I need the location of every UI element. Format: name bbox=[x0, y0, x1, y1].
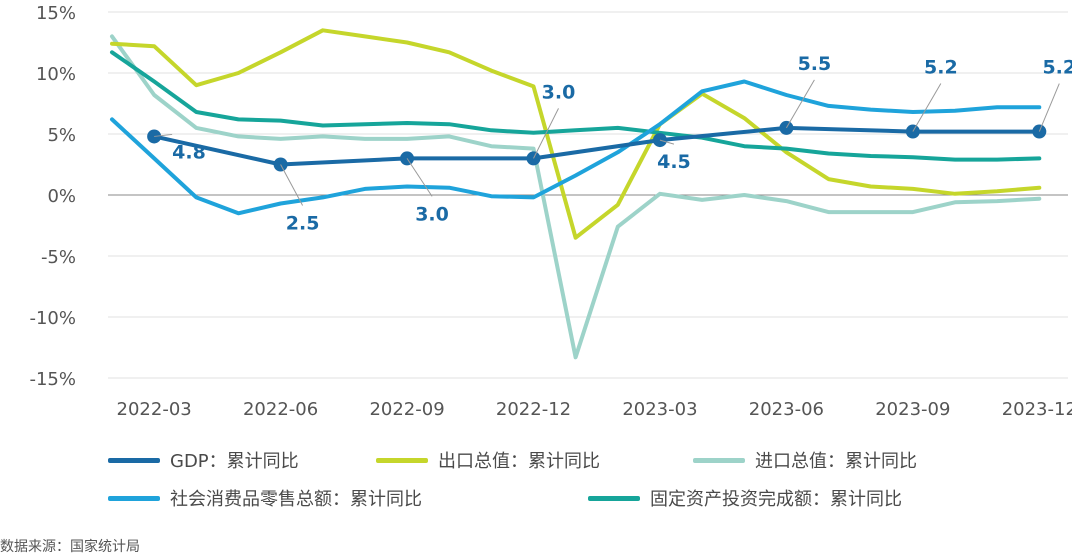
legend-item-retail: 社会消费品零售总额：累计同比 bbox=[108, 485, 422, 511]
data-label: 5.5 bbox=[798, 53, 832, 75]
y-tick-label-0: 15% bbox=[36, 3, 76, 24]
series-line-3 bbox=[110, 79, 1042, 216]
series-line-2 bbox=[110, 34, 1042, 360]
data-label-leader bbox=[785, 79, 815, 129]
x-tick-label: 2022-06 bbox=[243, 399, 318, 420]
legend-label-fai: 固定资产投资完成额：累计同比 bbox=[650, 489, 902, 510]
x-tick-label: 2023-09 bbox=[875, 399, 950, 420]
legend-swatch-fai bbox=[588, 495, 640, 501]
line-chart: 15%10%5%0%-5%-10%-15% 2022-03 2022-06 2022… bbox=[29, 3, 1072, 420]
legend-swatch-retail bbox=[108, 495, 160, 501]
y-tick-label-6: -15% bbox=[29, 369, 76, 390]
y-tick-label-5: -10% bbox=[29, 308, 76, 329]
x-tick-label: 2023-12 bbox=[1002, 399, 1072, 420]
data-label: 5.2 bbox=[1042, 57, 1072, 79]
y-tick-label-4: -5% bbox=[41, 247, 76, 268]
series-line-4 bbox=[110, 50, 1042, 162]
x-tick-label: 2022-12 bbox=[496, 399, 571, 420]
y-tick-label-3: 0% bbox=[47, 186, 76, 207]
data-label-leader bbox=[912, 83, 942, 132]
series-lines bbox=[110, 28, 1047, 360]
data-label: 3.0 bbox=[415, 203, 449, 225]
x-tick-label: 2023-03 bbox=[622, 399, 697, 420]
data-label-annotations: 4.8 2.5 3.0 3.0 4.5 5.5 5.2 5.2 bbox=[154, 53, 1072, 235]
x-axis-tick-labels: 2022-03 2022-06 2022-09 2022-12 2023-03 2023-… bbox=[117, 399, 1072, 420]
legend-swatch-gdp bbox=[108, 457, 160, 463]
legend-item-fai: 固定资产投资完成额：累计同比 bbox=[588, 485, 902, 511]
legend-label-gdp: GDP：累计同比 bbox=[170, 451, 299, 472]
series-line-1 bbox=[110, 28, 1042, 240]
data-label: 2.5 bbox=[286, 213, 320, 235]
data-label-leader bbox=[406, 158, 433, 197]
data-label-leader bbox=[154, 133, 173, 137]
legend-swatch-import bbox=[693, 457, 745, 463]
data-label-leader bbox=[659, 139, 675, 145]
source-note: 数据来源：国家统计局 bbox=[0, 539, 140, 555]
data-label: 5.2 bbox=[924, 57, 958, 79]
legend: GDP：累计同比 出口总值：累计同比 进口总值：累计同比 社会消费品零售总额：累… bbox=[108, 443, 1068, 533]
legend-swatch-export bbox=[376, 457, 428, 463]
legend-label-retail: 社会消费品零售总额：累计同比 bbox=[170, 489, 422, 510]
legend-label-export: 出口总值：累计同比 bbox=[438, 451, 600, 472]
x-tick-label: 2022-09 bbox=[369, 399, 444, 420]
legend-item-export: 出口总值：累计同比 bbox=[376, 447, 600, 473]
data-label: 3.0 bbox=[542, 81, 576, 103]
data-label: 4.8 bbox=[172, 141, 206, 163]
y-axis-tick-labels: 15% 10% 5% 0% -5% -10% -15% bbox=[29, 3, 76, 390]
x-tick-label: 2023-06 bbox=[749, 399, 824, 420]
y-tick-label-2: 5% bbox=[47, 125, 76, 146]
legend-item-gdp: GDP：累计同比 bbox=[108, 447, 299, 473]
data-label-leader bbox=[533, 108, 559, 159]
series-line-0 bbox=[152, 125, 1042, 167]
x-tick-label: 2022-03 bbox=[117, 399, 192, 420]
data-label-leader bbox=[1038, 83, 1060, 132]
data-label: 4.5 bbox=[657, 151, 691, 173]
y-tick-label-1: 10% bbox=[36, 64, 76, 85]
legend-item-import: 进口总值：累计同比 bbox=[693, 447, 917, 473]
legend-label-import: 进口总值：累计同比 bbox=[755, 451, 917, 472]
data-label-leader bbox=[280, 164, 304, 206]
